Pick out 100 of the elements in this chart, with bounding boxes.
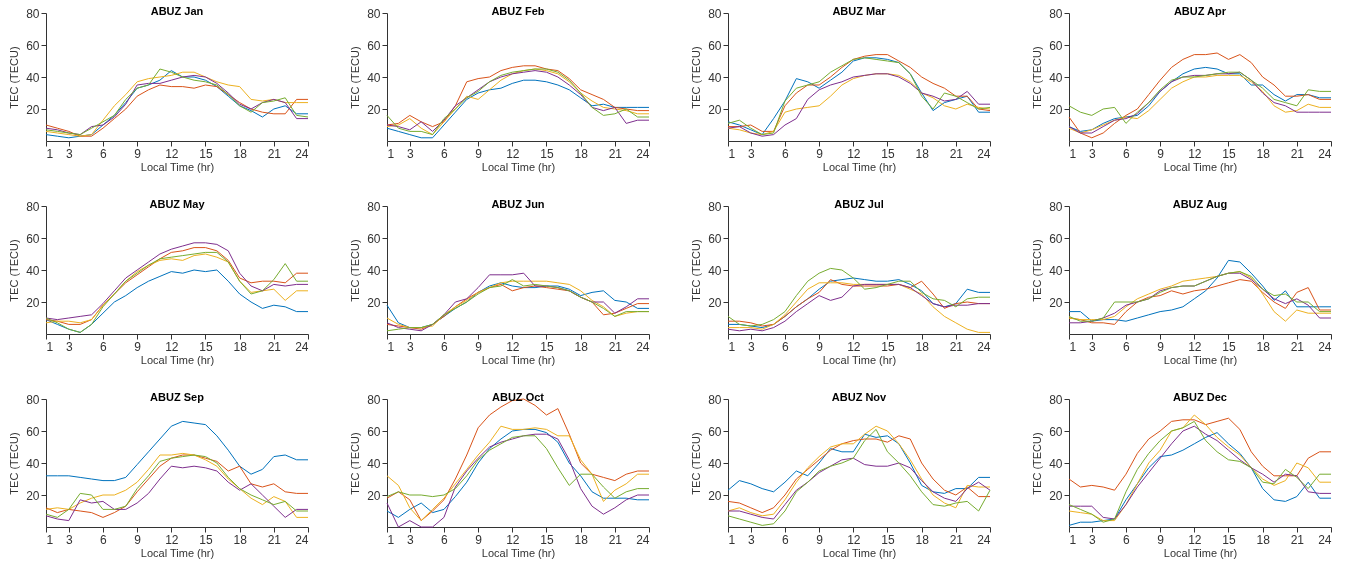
- x-tick-label: 9: [134, 146, 142, 161]
- x-tick-label: 21: [1290, 339, 1305, 354]
- chart-title: ABUZ Mar: [832, 5, 887, 17]
- y-tick-label: 80: [26, 199, 40, 214]
- y-tick-label: 60: [367, 231, 381, 246]
- line-series: [45, 465, 309, 522]
- x-axis-title: Local Time (hr): [822, 160, 897, 173]
- y-axis-title: TEC (TECU): [1031, 432, 1044, 495]
- chart-title: ABUZ Oct: [492, 391, 545, 403]
- y-tick-label: 40: [708, 456, 722, 471]
- x-tick-label: 21: [1290, 146, 1305, 161]
- y-tick-label: 20: [26, 488, 40, 503]
- x-tick-label: 6: [1123, 146, 1131, 161]
- line-series: [1068, 71, 1332, 124]
- line-series: [386, 435, 650, 499]
- x-tick-label: 1: [728, 339, 736, 354]
- y-tick-label: 40: [367, 263, 381, 278]
- x-tick-label: 3: [1088, 532, 1096, 547]
- x-tick-label: 3: [406, 339, 414, 354]
- x-tick-label: 6: [441, 532, 449, 547]
- line-series: [727, 267, 991, 327]
- x-tick-label: 18: [1256, 146, 1271, 161]
- x-tick-label: 24: [977, 339, 991, 354]
- x-tick-label: 9: [475, 532, 483, 547]
- x-tick-label: 18: [915, 339, 930, 354]
- x-tick-label: 24: [636, 532, 650, 547]
- x-axis-title: Local Time (hr): [1163, 546, 1238, 559]
- x-tick-label: 24: [295, 532, 309, 547]
- x-tick-label: 12: [165, 532, 179, 547]
- y-axis-title: TEC (TECU): [349, 46, 362, 109]
- line-series: [727, 433, 991, 494]
- x-tick-label: 9: [816, 532, 824, 547]
- x-tick-label: 12: [506, 532, 520, 547]
- y-tick-label: 60: [1049, 231, 1063, 246]
- y-axis-title: TEC (TECU): [690, 239, 703, 302]
- x-tick-label: 18: [915, 532, 930, 547]
- x-tick-label: 24: [295, 339, 309, 354]
- x-tick-label: 1: [1069, 339, 1077, 354]
- y-axis-title: TEC (TECU): [690, 46, 703, 109]
- y-tick-label: 60: [1049, 38, 1063, 53]
- y-tick-label: 40: [708, 263, 722, 278]
- x-tick-label: 3: [1088, 146, 1096, 161]
- x-tick-label: 24: [295, 146, 309, 161]
- x-tick-label: 24: [1318, 532, 1332, 547]
- x-tick-label: 15: [1222, 146, 1236, 161]
- y-axis-title: TEC (TECU): [8, 239, 21, 302]
- y-tick-label: 60: [26, 424, 40, 439]
- y-tick-label: 40: [708, 70, 722, 85]
- y-tick-label: 40: [1049, 263, 1063, 278]
- x-tick-label: 21: [608, 532, 623, 547]
- x-tick-label: 9: [1157, 339, 1165, 354]
- x-tick-label: 21: [1290, 532, 1305, 547]
- x-tick-label: 9: [134, 339, 142, 354]
- y-tick-label: 40: [1049, 70, 1063, 85]
- y-tick-label: 20: [367, 488, 381, 503]
- y-axis-title: TEC (TECU): [8, 46, 21, 109]
- x-tick-label: 6: [100, 339, 108, 354]
- y-tick-label: 20: [367, 295, 381, 310]
- x-tick-label: 15: [540, 146, 554, 161]
- y-tick-label: 80: [1049, 392, 1063, 407]
- y-tick-label: 40: [367, 456, 381, 471]
- line-series: [45, 84, 309, 137]
- x-tick-label: 18: [233, 146, 248, 161]
- x-tick-label: 18: [574, 339, 589, 354]
- x-tick-label: 15: [881, 532, 895, 547]
- y-axis-title: TEC (TECU): [8, 432, 21, 495]
- chart-title: ABUZ Jun: [491, 198, 545, 210]
- x-tick-label: 15: [540, 532, 554, 547]
- y-tick-label: 20: [26, 295, 40, 310]
- x-tick-label: 24: [636, 339, 650, 354]
- y-tick-label: 40: [26, 263, 40, 278]
- x-tick-label: 6: [441, 146, 449, 161]
- x-tick-label: 9: [816, 146, 824, 161]
- x-tick-label: 6: [782, 532, 790, 547]
- x-tick-label: 18: [1256, 532, 1271, 547]
- x-tick-label: 21: [608, 339, 623, 354]
- y-tick-label: 60: [1049, 424, 1063, 439]
- chart-title: ABUZ Dec: [1173, 391, 1227, 403]
- chart-title: ABUZ Aug: [1172, 198, 1228, 210]
- y-tick-label: 80: [708, 6, 722, 21]
- x-tick-label: 3: [65, 146, 73, 161]
- y-tick-label: 60: [367, 424, 381, 439]
- x-tick-label: 1: [387, 339, 395, 354]
- x-tick-label: 3: [747, 339, 755, 354]
- x-tick-label: 15: [881, 339, 895, 354]
- x-tick-label: 12: [847, 146, 861, 161]
- y-tick-label: 20: [708, 488, 722, 503]
- y-tick-label: 20: [26, 102, 40, 117]
- x-axis-title: Local Time (hr): [822, 353, 897, 366]
- chart-title: ABUZ May: [149, 198, 206, 210]
- x-tick-label: 9: [1157, 532, 1165, 547]
- x-axis-title: Local Time (hr): [481, 353, 556, 366]
- x-tick-label: 3: [747, 146, 755, 161]
- x-tick-label: 6: [782, 146, 790, 161]
- x-tick-label: 6: [441, 339, 449, 354]
- x-tick-label: 9: [475, 339, 483, 354]
- x-tick-label: 18: [1256, 339, 1271, 354]
- x-tick-label: 15: [1222, 532, 1236, 547]
- x-tick-label: 3: [65, 532, 73, 547]
- x-tick-label: 6: [100, 146, 108, 161]
